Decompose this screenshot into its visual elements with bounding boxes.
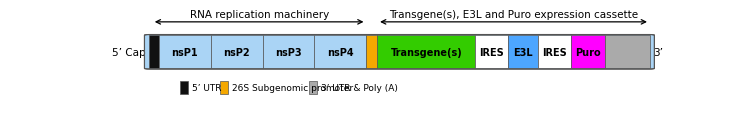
Text: 5’ Cap: 5’ Cap [112,47,146,57]
Bar [210,36,263,69]
Bar [308,81,316,94]
Text: nsP4: nsP4 [327,47,354,57]
Bar [180,81,188,94]
Bar [220,81,228,94]
Text: 26S Subgenomic promoter: 26S Subgenomic promoter [233,83,353,92]
Bar [149,36,159,69]
Text: nsP2: nsP2 [223,47,250,57]
Bar [367,36,377,69]
Text: IRES: IRES [542,47,567,57]
Bar [571,36,605,69]
Text: RNA replication machinery: RNA replication machinery [189,10,329,20]
Text: 3’: 3’ [654,47,663,57]
Bar [509,36,538,69]
Text: Puro: Puro [576,47,601,57]
Text: Transgene(s), E3L and Puro expression cassette: Transgene(s), E3L and Puro expression ca… [389,10,638,20]
Bar [377,36,475,69]
Text: nsP3: nsP3 [275,47,302,57]
Bar [538,36,571,69]
Text: nsP1: nsP1 [171,47,198,57]
Text: Transgene(s): Transgene(s) [390,47,462,57]
Bar [263,36,314,69]
Text: 5’ UTR: 5’ UTR [192,83,222,92]
Bar [475,36,509,69]
FancyBboxPatch shape [144,35,654,69]
Bar [314,36,367,69]
Text: 3’ UTR & Poly (A): 3’ UTR & Poly (A) [321,83,397,92]
Bar [605,36,650,69]
Text: IRES: IRES [479,47,504,57]
Text: E3L: E3L [514,47,533,57]
Bar [159,36,210,69]
